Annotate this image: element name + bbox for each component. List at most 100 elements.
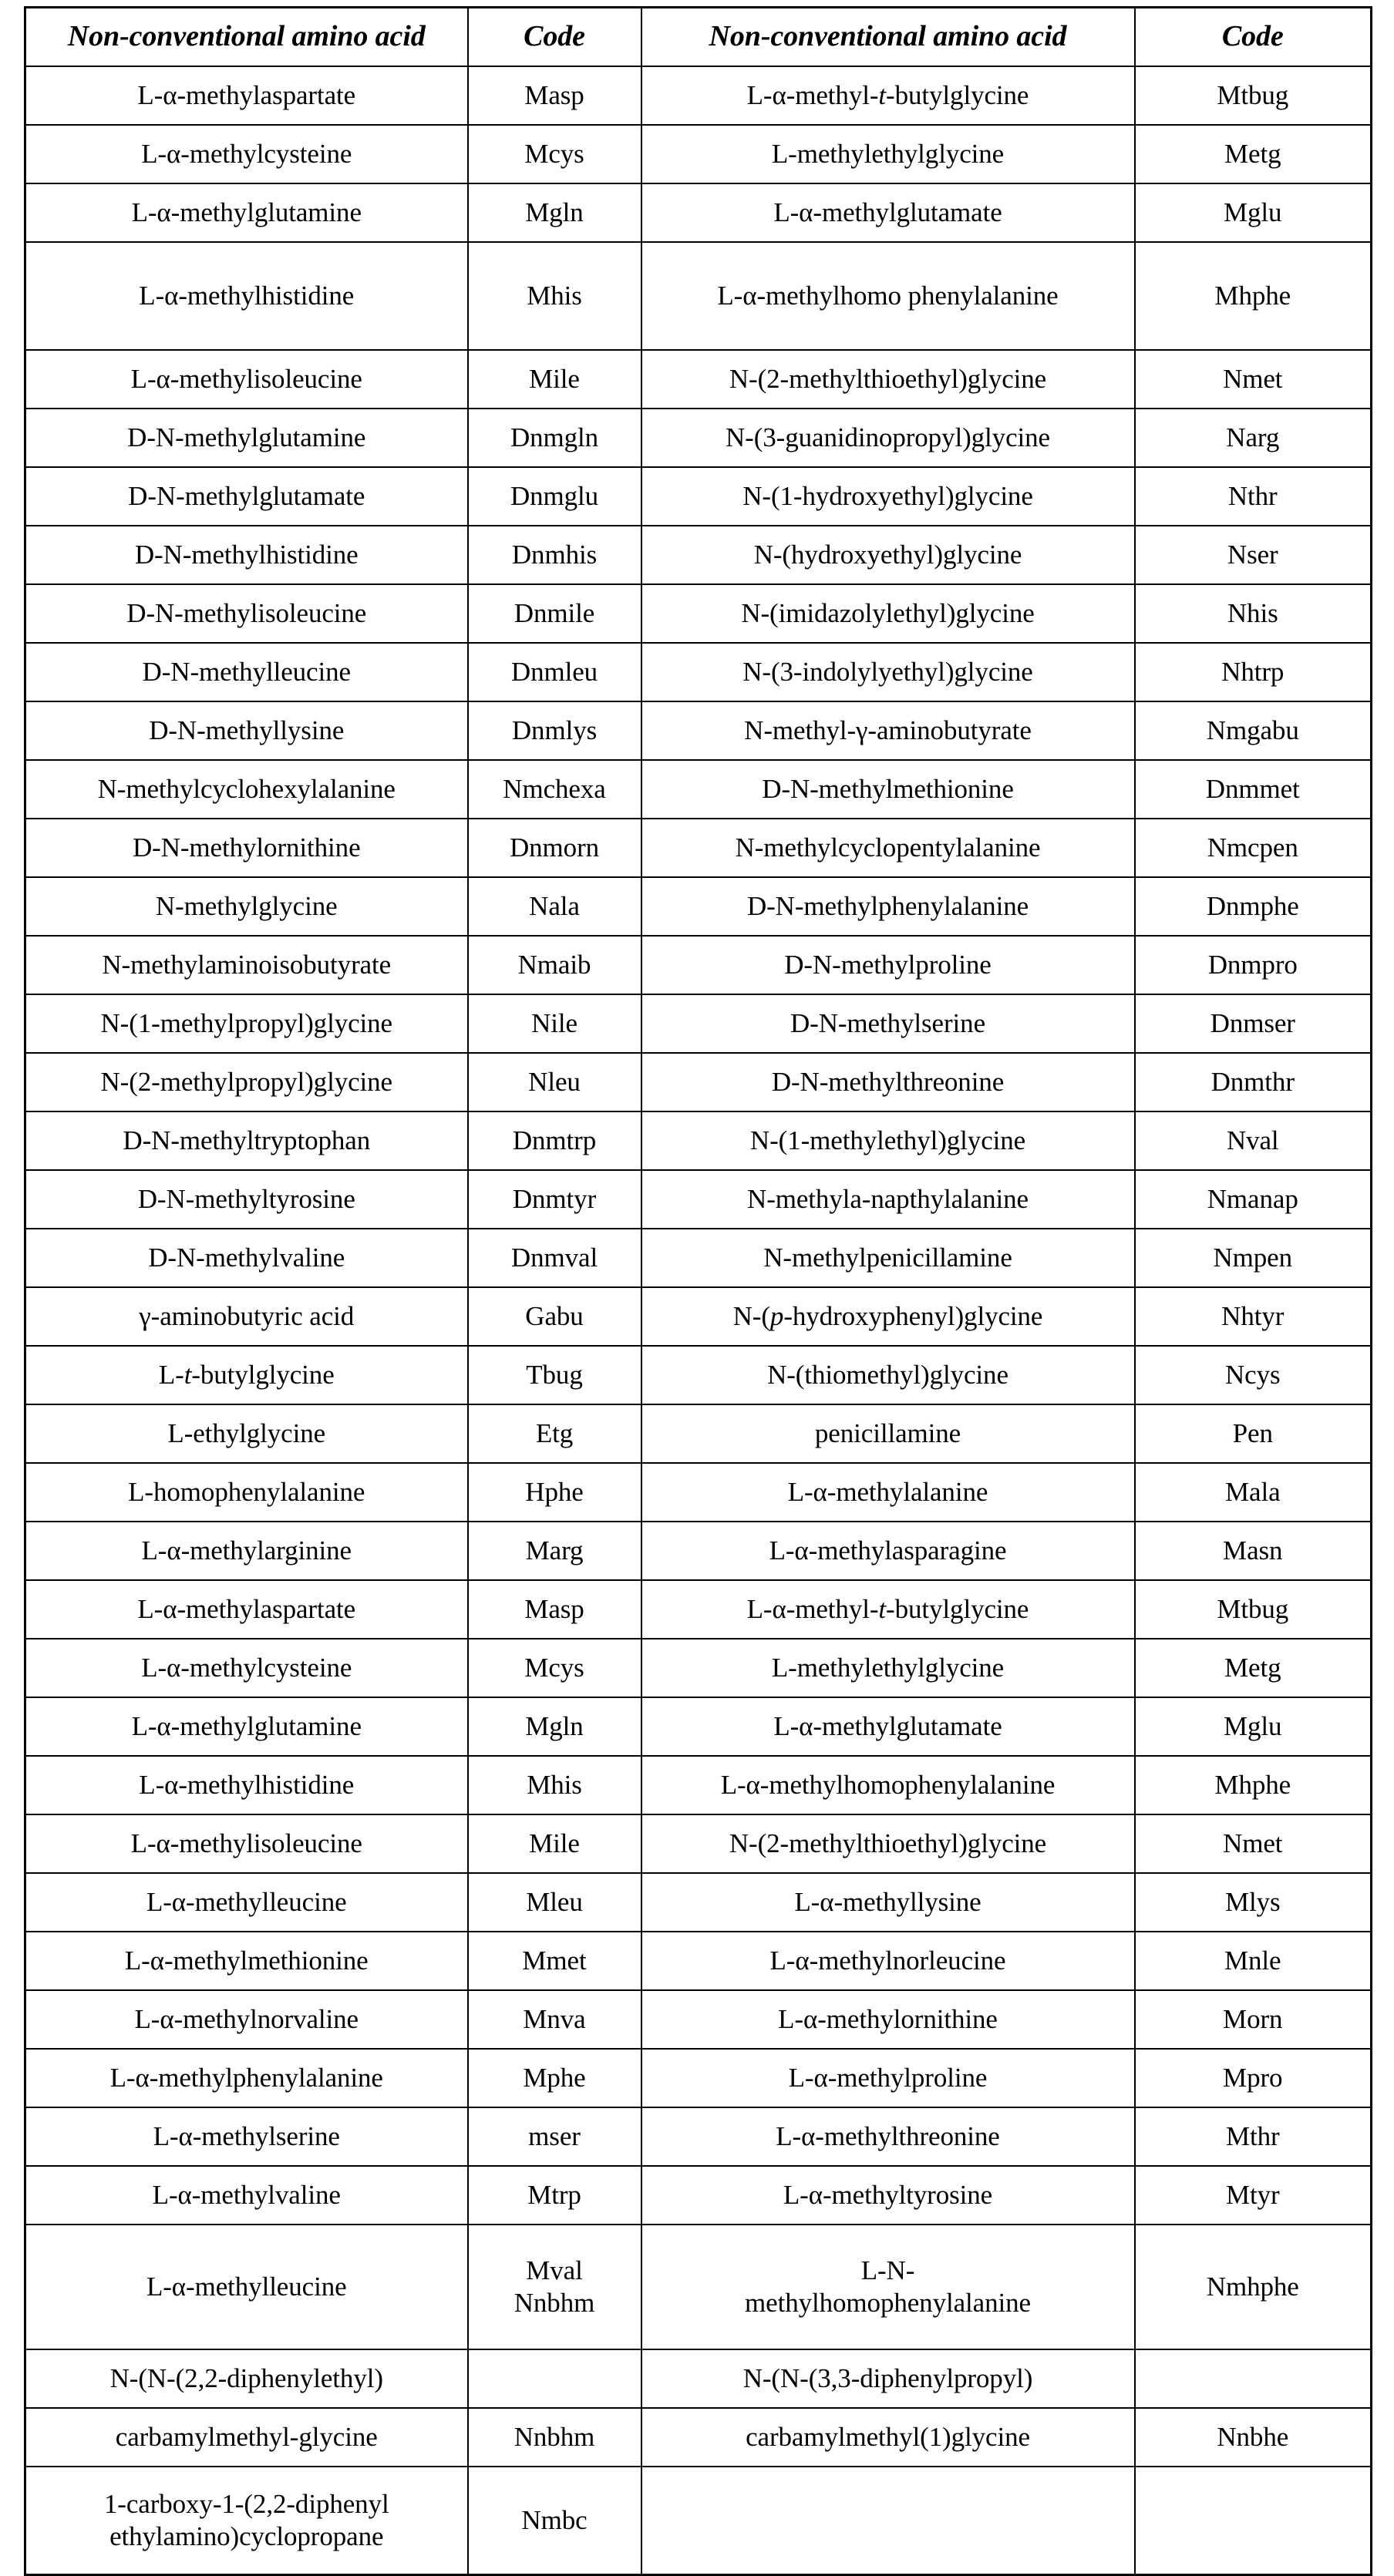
cell-code-right: Nmet	[1133, 1813, 1372, 1874]
cell-amino-acid-left: L-α-methylglutamine	[24, 182, 469, 243]
cell-amino-acid-left: L-α-methylleucine	[24, 1871, 469, 1932]
cell-code-left: Nile	[466, 993, 642, 1054]
cell-code-right: Nmanap	[1133, 1169, 1372, 1229]
cell-amino-acid-right: N-methyl-γ-aminobutyrate	[640, 700, 1136, 761]
cell-amino-acid-left: L-α-methylcysteine	[24, 123, 469, 184]
cell-amino-acid-right: N-(N-(3,3-diphenylpropyl)	[640, 2348, 1136, 2409]
cell-code-left: Dnmlys	[466, 700, 642, 761]
cell-code-left: Nala	[466, 876, 642, 937]
cell-code-right: Mnle	[1133, 1930, 1372, 1991]
table-row: L-ethylglycine Etg penicillamine Pen	[24, 1403, 1372, 1464]
cell-code-left: Masp	[466, 1579, 642, 1639]
cell-code-right: Metg	[1133, 1637, 1372, 1698]
non-conventional-amino-acid-table: Non-conventional amino acid Code Non-con…	[24, 6, 1372, 2576]
cell-code-left: Nleu	[466, 1051, 642, 1112]
cell-code-left: Dnmgln	[466, 407, 642, 468]
cell-amino-acid-right: N-(thiomethyl)glycine	[640, 1344, 1136, 1405]
cell-amino-acid-left: D-N-methylglutamine	[24, 407, 469, 468]
cell-amino-acid-left: D-N-methylglutamate	[24, 466, 469, 526]
table-row: L-t-butylglycine Tbug N-(thiomethyl)glycin…	[24, 1344, 1372, 1405]
cell-code-right: Mtyr	[1133, 2164, 1372, 2225]
column-header-amino-acid-right: Non-conventional amino acid	[640, 6, 1136, 67]
cell-code-left: Mgln	[466, 1696, 642, 1757]
cell-code-right: Dnmser	[1133, 993, 1372, 1054]
cell-code-right: Nmgabu	[1133, 700, 1372, 761]
table-row: L-α-methylhistidine Mhis L-α-methylhomo ph…	[24, 240, 1372, 351]
table-row: L-α-methylcysteine Mcys L-methylethylglyci…	[24, 123, 1372, 184]
table-row: D-N-methyltryptophan Dnmtrp N-(1-methyleth…	[24, 1110, 1372, 1171]
cell-amino-acid-right: L-methylethylglycine	[640, 123, 1136, 184]
table-row: 1-carboxy-1-(2,2-diphenyl ethylamino)cycl…	[24, 2465, 1372, 2576]
table-row: D-N-methylglutamate Dnmglu N-(1-hydroxyeth…	[24, 466, 1372, 526]
cell-code-right: Mala	[1133, 1461, 1372, 1522]
cell-code-left: Dnmorn	[466, 817, 642, 878]
cell-code-right: Dnmpro	[1133, 934, 1372, 995]
table-row: D-N-methylhistidine Dnmhis N-(hydroxyethyl…	[24, 524, 1372, 585]
cell-code-left: Marg	[466, 1520, 642, 1581]
cell-amino-acid-right: L-α-methylthreonine	[640, 2106, 1136, 2167]
cell-amino-acid-right: L-α-methylglutamate	[640, 1696, 1136, 1757]
cell-amino-acid-right: N-(hydroxyethyl)glycine	[640, 524, 1136, 585]
cell-code-right: Mglu	[1133, 182, 1372, 243]
cell-code-right	[1133, 2348, 1372, 2409]
table-row: N-(2-methylpropyl)glycine Nleu D-N-methylt…	[24, 1051, 1372, 1112]
cell-amino-acid-left: L-α-methylleucine	[24, 2223, 469, 2350]
table-row: L-α-methylisoleucine Mile N-(2-methylthioe…	[24, 348, 1372, 409]
cell-amino-acid-left: N-methylaminoisobutyrate	[24, 934, 469, 995]
cell-code-left: Dnmtrp	[466, 1110, 642, 1171]
table-row: L-α-methylmethionine Mmet L-α-methylnorleu…	[24, 1930, 1372, 1991]
table-row: N-methylcyclohexylalanine Nmchexa D-N-meth…	[24, 758, 1372, 819]
cell-amino-acid-right: N-(2-methylthioethyl)glycine	[640, 348, 1136, 409]
cell-amino-acid-left: D-N-methyllysine	[24, 700, 469, 761]
table-row: L-α-methylaspartate Masp L-α-methyl-t-buty…	[24, 65, 1372, 126]
cell-amino-acid-right: N-(1-methylethyl)glycine	[640, 1110, 1136, 1171]
cell-code-left: Dnmhis	[466, 524, 642, 585]
cell-code-left: Dnmtyr	[466, 1169, 642, 1229]
cell-code-left: Nnbhm	[466, 2406, 642, 2467]
cell-code-right: Mtbug	[1133, 1579, 1372, 1639]
cell-code-left: Mcys	[466, 123, 642, 184]
cell-amino-acid-right: carbamylmethyl(1)glycine	[640, 2406, 1136, 2467]
table-row: N-(1-methylpropyl)glycine Nile D-N-methyls…	[24, 993, 1372, 1054]
table-row: carbamylmethyl-glycine Nnbhm carbamylmethy…	[24, 2406, 1372, 2467]
cell-amino-acid-left: N-methylglycine	[24, 876, 469, 937]
table-row: L-α-methylaspartate Masp L-α-methyl-t-buty…	[24, 1579, 1372, 1639]
cell-amino-acid-right: L-α-methyllysine	[640, 1871, 1136, 1932]
table-row: D-N-methylisoleucine Dnmile N-(imidazolyle…	[24, 583, 1372, 644]
cell-code-right: Mhphe	[1133, 240, 1372, 351]
table-row: N-(N-(2,2-diphenylethyl) N-(N-(3,3-diphen…	[24, 2348, 1372, 2409]
table-row: D-N-methyltyrosine Dnmtyr N-methyla-napthy…	[24, 1169, 1372, 1229]
cell-code-left: Mhis	[466, 1754, 642, 1815]
cell-code-left: Mtrp	[466, 2164, 642, 2225]
cell-amino-acid-right: L-α-methylhomo phenylalanine	[640, 240, 1136, 351]
cell-amino-acid-right: N-(3-indolylyethyl)glycine	[640, 641, 1136, 702]
cell-amino-acid-right: L-α-methyltyrosine	[640, 2164, 1136, 2225]
cell-amino-acid-right: L-α-methyl-t-butylglycine	[640, 65, 1136, 126]
cell-code-right: Nnbhe	[1133, 2406, 1372, 2467]
cell-code-right: Morn	[1133, 1989, 1372, 2050]
cell-code-left: Mnva	[466, 1989, 642, 2050]
cell-amino-acid-left: L-α-methylnorvaline	[24, 1989, 469, 2050]
cell-code-right: Mtbug	[1133, 65, 1372, 126]
cell-amino-acid-left: D-N-methylornithine	[24, 817, 469, 878]
cell-code-right: Nmpen	[1133, 1227, 1372, 1288]
cell-code-right: Dnmmet	[1133, 758, 1372, 819]
amino-acid-table-sheet: Non-conventional amino acid Code Non-con…	[24, 6, 1372, 2576]
cell-amino-acid-left: L-α-methylisoleucine	[24, 348, 469, 409]
cell-code-left: Mile	[466, 1813, 642, 1874]
cell-amino-acid-right: D-N-methylthreonine	[640, 1051, 1136, 1112]
cell-amino-acid-left: L-α-methylarginine	[24, 1520, 469, 1581]
table-row: L-α-methylglutamine Mgln L-α-methylglutama…	[24, 1696, 1372, 1757]
cell-amino-acid-right: L-α-methylhomophenylalanine	[640, 1754, 1136, 1815]
cell-code-right: Ncys	[1133, 1344, 1372, 1405]
cell-amino-acid-left: N-methylcyclohexylalanine	[24, 758, 469, 819]
cell-amino-acid-left: carbamylmethyl-glycine	[24, 2406, 469, 2467]
table-row: L-α-methylserine mser L-α-methylthreonine M…	[24, 2106, 1372, 2167]
cell-code-left: Mile	[466, 348, 642, 409]
table-row: L-α-methylnorvaline Mnva L-α-methylornithi…	[24, 1989, 1372, 2050]
table-row: N-methylaminoisobutyrate Nmaib D-N-methylp…	[24, 934, 1372, 995]
cell-code-right: Nval	[1133, 1110, 1372, 1171]
cell-amino-acid-left: L-homophenylalanine	[24, 1461, 469, 1522]
cell-amino-acid-left: L-α-methylphenylalanine	[24, 2047, 469, 2108]
cell-amino-acid-left: γ-aminobutyric acid	[24, 1286, 469, 1347]
